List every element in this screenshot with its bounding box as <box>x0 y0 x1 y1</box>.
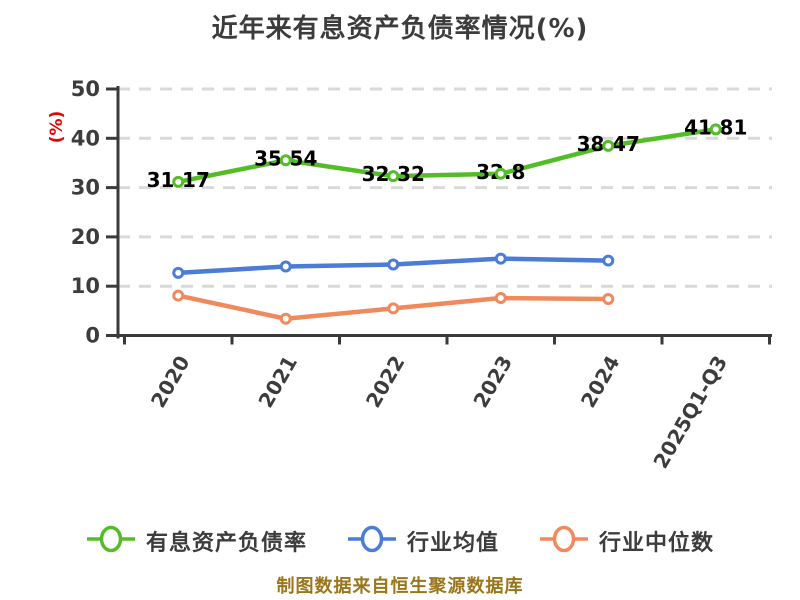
data-point-series-0 <box>172 175 185 188</box>
chart-title: 近年来有息资产负债率情况(%) <box>211 14 589 44</box>
data-point-series-0 <box>279 154 292 167</box>
data-point-series-0 <box>602 139 615 152</box>
y-tick-label: 10 <box>71 274 100 298</box>
data-point-series-2 <box>279 312 292 325</box>
legend-marker-svg <box>540 525 588 553</box>
data-point-series-0 <box>494 167 507 180</box>
data-point-series-2 <box>172 289 185 302</box>
data-point-series-1 <box>494 252 507 265</box>
data-point-series-2 <box>494 292 507 305</box>
y-tick-label: 40 <box>71 126 100 150</box>
legend-label: 有息资产负债率 <box>145 531 307 556</box>
data-point-series-1 <box>387 258 400 271</box>
legend-item-industry-mean: 行业均值 <box>347 524 499 558</box>
data-point-series-1 <box>279 260 292 273</box>
data-point-series-2 <box>387 302 400 315</box>
legend-marker-icon <box>347 524 397 558</box>
legend-marker-icon <box>539 524 589 558</box>
x-tick-label: 2021 <box>253 352 302 412</box>
y-tick-label: 50 <box>71 77 100 101</box>
x-tick-label: 2023 <box>468 352 517 412</box>
x-tick-label: 2024 <box>576 352 625 412</box>
y-tick-label: 20 <box>71 225 100 249</box>
data-source-note: 制图数据来自恒生聚源数据库 <box>276 576 524 597</box>
legend-marker-svg <box>347 525 396 553</box>
data-point-series-0 <box>709 123 722 136</box>
legend-item-industry-median: 行业中位数 <box>539 524 714 558</box>
legend-item-debt-ratio: 有息资产负债率 <box>86 524 307 558</box>
y-tick-label: 30 <box>71 176 100 200</box>
legend-label: 行业中位数 <box>599 531 715 556</box>
x-tick-label: 2025Q1-Q3 <box>648 352 732 473</box>
chart-canvas: 0 10 20 30 40 50 2020 2021 2022 2023 2024 2025Q1-Q3… <box>47 77 772 473</box>
y-tick-label: 0 <box>85 324 100 348</box>
data-point-series-1 <box>172 266 185 279</box>
x-tick-label: 2020 <box>146 352 195 412</box>
data-point-series-0 <box>387 170 400 183</box>
series-line-0 <box>176 127 718 185</box>
legend-label: 行业均值 <box>406 531 499 556</box>
data-point-series-1 <box>602 254 615 267</box>
legend-marker-icon <box>86 524 136 558</box>
y-axis-unit-label: (%) <box>47 111 67 144</box>
x-tick-label: 2022 <box>361 352 410 412</box>
legend: 有息资产负债率 行业均值 行业中位数 <box>0 524 800 558</box>
data-point-series-2 <box>602 293 615 306</box>
legend-marker-svg <box>86 525 135 553</box>
